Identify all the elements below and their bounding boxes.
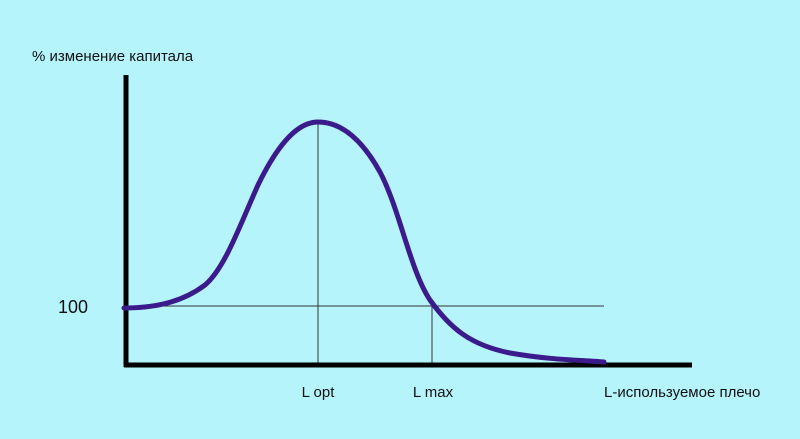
y-axis-label: % изменение капитала (32, 48, 194, 65)
x-marker: L max (413, 384, 454, 401)
x-axis-label: L-используемое плечо (604, 384, 760, 401)
y-marker: 100 (58, 297, 88, 317)
x-marker: L opt (302, 384, 336, 401)
curve (121, 119, 607, 365)
